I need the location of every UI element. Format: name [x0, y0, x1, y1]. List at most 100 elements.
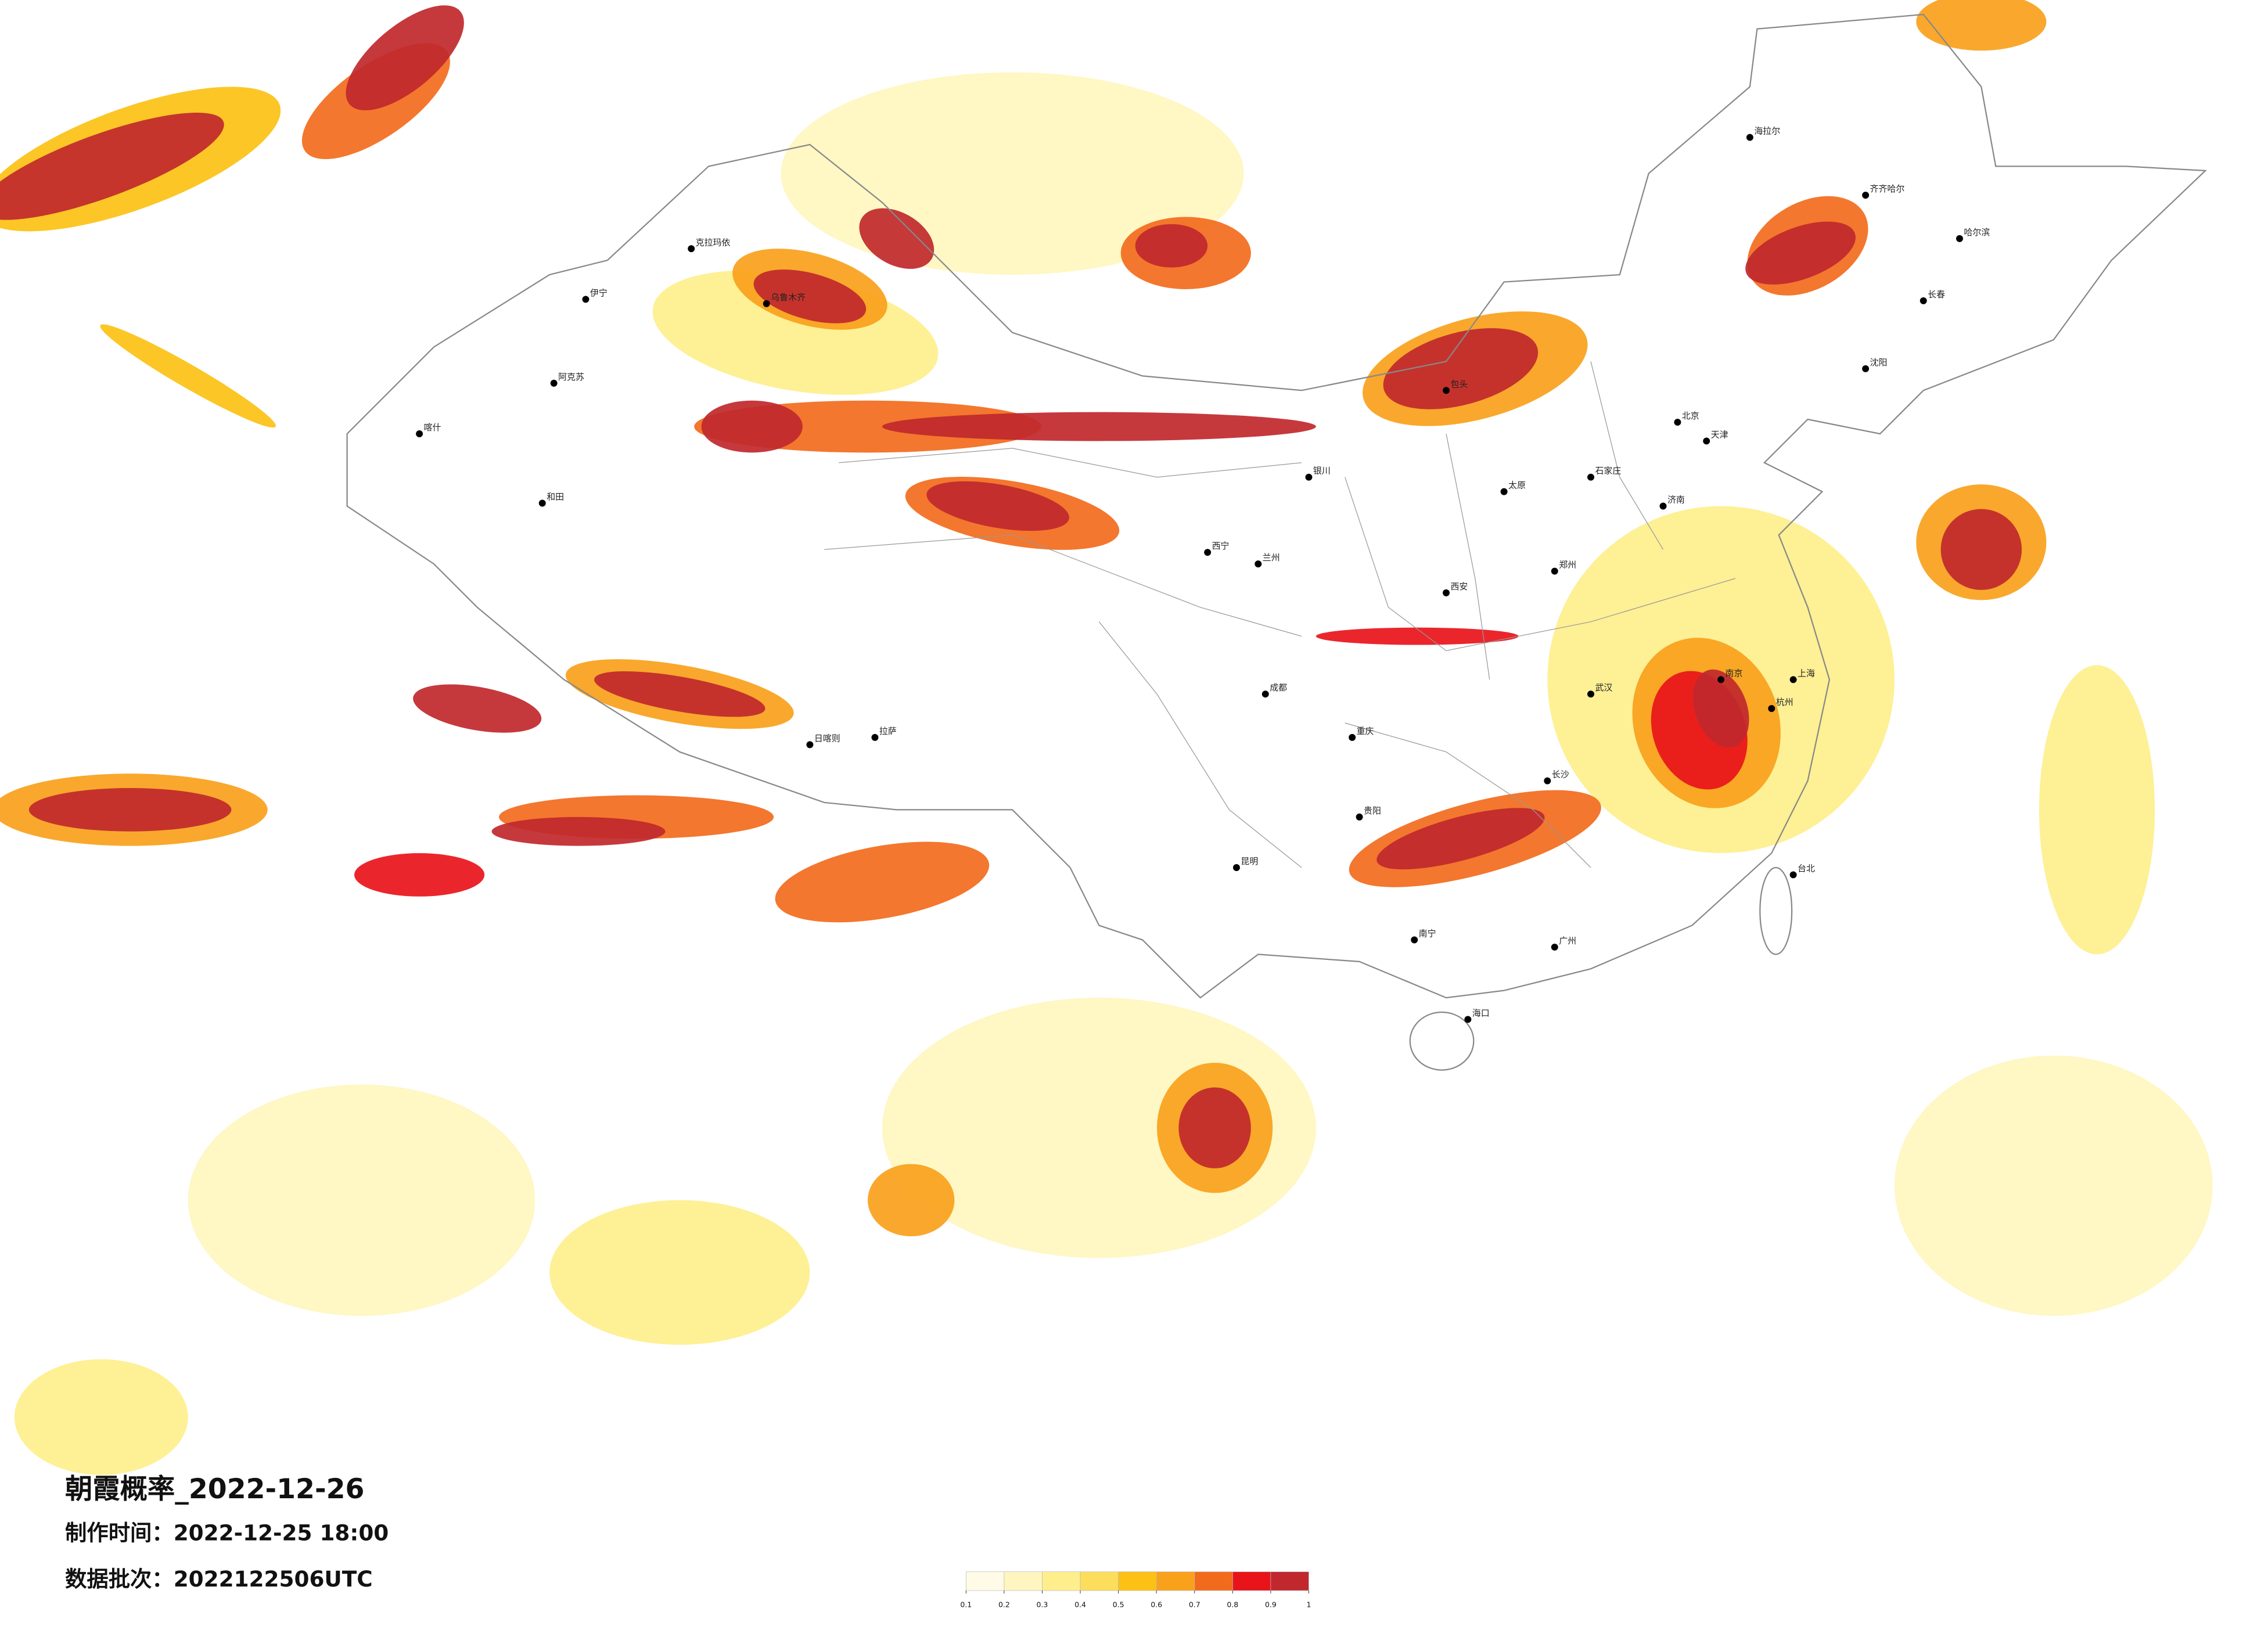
city-dot: [1443, 387, 1450, 394]
city-dot: [1956, 235, 1963, 242]
probability-area: [0, 113, 224, 220]
probability-area: [1940, 509, 2022, 590]
city-label: 乌鲁木齐: [771, 292, 806, 303]
city-label: 成都: [1270, 682, 1287, 693]
city-dot: [806, 741, 814, 749]
city-dot: [1587, 690, 1594, 698]
probability-area: [1376, 808, 1545, 870]
colorbar-box: [1232, 1571, 1271, 1591]
city-label: 兰州: [1263, 552, 1280, 563]
probability-area: [1692, 669, 1749, 748]
city-label: 贵阳: [1364, 805, 1381, 816]
probability-area: [1315, 627, 1519, 645]
probability-area: [775, 841, 990, 923]
city-dot: [1862, 192, 1870, 199]
city-dot: [1674, 419, 1681, 426]
city-label: 长沙: [1552, 769, 1569, 780]
city-label: 西安: [1450, 581, 1468, 592]
colorbar-tick-label: 0.7: [1189, 1600, 1201, 1609]
city-label: 包头: [1450, 379, 1468, 389]
colorbar-tick-label: 1: [1306, 1600, 1311, 1609]
colorbar-box: [1118, 1571, 1157, 1591]
probability-area: [882, 998, 1316, 1258]
city-dot: [1356, 813, 1363, 821]
colorbar-tick-label: 0.4: [1074, 1600, 1086, 1609]
probability-area: [926, 481, 1069, 531]
country-outline: [346, 13, 2207, 999]
city-label: 拉萨: [879, 726, 897, 736]
city-label: 武汉: [1595, 682, 1612, 693]
city-label: 日喀则: [814, 733, 840, 743]
probability-area: [491, 816, 666, 846]
probability-area: [868, 1164, 955, 1236]
city-dot: [1443, 589, 1450, 596]
colorbar-box: [1270, 1571, 1309, 1591]
probability-area: [1178, 1087, 1251, 1168]
city-label: 克拉玛依: [696, 237, 731, 247]
city-label: 西宁: [1212, 541, 1230, 551]
city-dot: [1544, 777, 1551, 785]
colorbar-tick-label: 0.9: [1265, 1600, 1277, 1609]
city-dot: [1349, 733, 1356, 741]
probability-area: [701, 400, 803, 453]
probability-area: [188, 1084, 535, 1316]
city-dot: [1862, 365, 1870, 372]
city-label: 上海: [1798, 668, 1815, 678]
city-dot: [582, 296, 590, 303]
map-title: 朝霞概率_2022-12-26: [65, 1473, 364, 1505]
city-dot: [1789, 871, 1797, 879]
city-dot: [550, 379, 558, 387]
city-label: 郑州: [1559, 560, 1576, 570]
probability-area: [1383, 328, 1539, 409]
probability-area: [549, 1200, 810, 1345]
probability-area: [28, 788, 232, 832]
colorbar-box: [1156, 1571, 1195, 1591]
city-label: 北京: [1682, 411, 1699, 421]
colorbar-box: [1042, 1571, 1081, 1591]
city-dot: [871, 733, 879, 741]
probability-area: [1916, 0, 2047, 51]
city-dot: [1411, 936, 1418, 944]
city-label: 南京: [1726, 668, 1743, 678]
probability-area: [2039, 665, 2155, 955]
city-dot: [1500, 488, 1508, 495]
city-label: 重庆: [1357, 726, 1374, 736]
city-label: 昆明: [1241, 856, 1258, 866]
hainan-outline: [1409, 1011, 1475, 1071]
colorbar: 0.1 0.2 0.3 0.4 0.5 0.6 0.7 0.8 0.9 1: [960, 1571, 1311, 1609]
city-dot: [1255, 560, 1262, 568]
probability-area: [594, 671, 765, 717]
probability-area: [14, 1359, 188, 1475]
probability-area: [413, 684, 542, 733]
city-dot: [1305, 473, 1313, 481]
colorbar-box: [1194, 1571, 1233, 1591]
city-label: 天津: [1711, 429, 1728, 440]
taiwan-outline: [1759, 866, 1793, 955]
city-label: 广州: [1559, 936, 1576, 946]
city-dot: [1768, 705, 1775, 713]
city-label: 喀什: [424, 422, 441, 433]
city-label: 伊宁: [590, 287, 608, 298]
city-dot: [1232, 864, 1240, 871]
city-dot: [1920, 297, 1927, 304]
colorbar-tick-label: 0.3: [1037, 1600, 1048, 1609]
city-label: 长春: [1928, 289, 1945, 300]
probability-area: [1894, 1055, 2213, 1316]
colorbar-box: [965, 1571, 1005, 1591]
city-dot: [1659, 502, 1667, 510]
colorbar-box: [1080, 1571, 1119, 1591]
city-dot: [1587, 473, 1594, 481]
probability-area: [1745, 221, 1856, 285]
city-dot: [1551, 567, 1558, 575]
city-label: 台北: [1798, 863, 1815, 873]
city-label: 太原: [1508, 480, 1526, 491]
province-borders: [824, 361, 1736, 868]
city-label: 杭州: [1776, 697, 1793, 707]
colorbar-tick-label: 0.1: [960, 1600, 972, 1609]
city-dot: [1717, 676, 1725, 684]
city-label: 齐齐哈尔: [1870, 184, 1905, 194]
city-label: 银川: [1313, 466, 1331, 476]
city-dot: [1204, 549, 1212, 556]
